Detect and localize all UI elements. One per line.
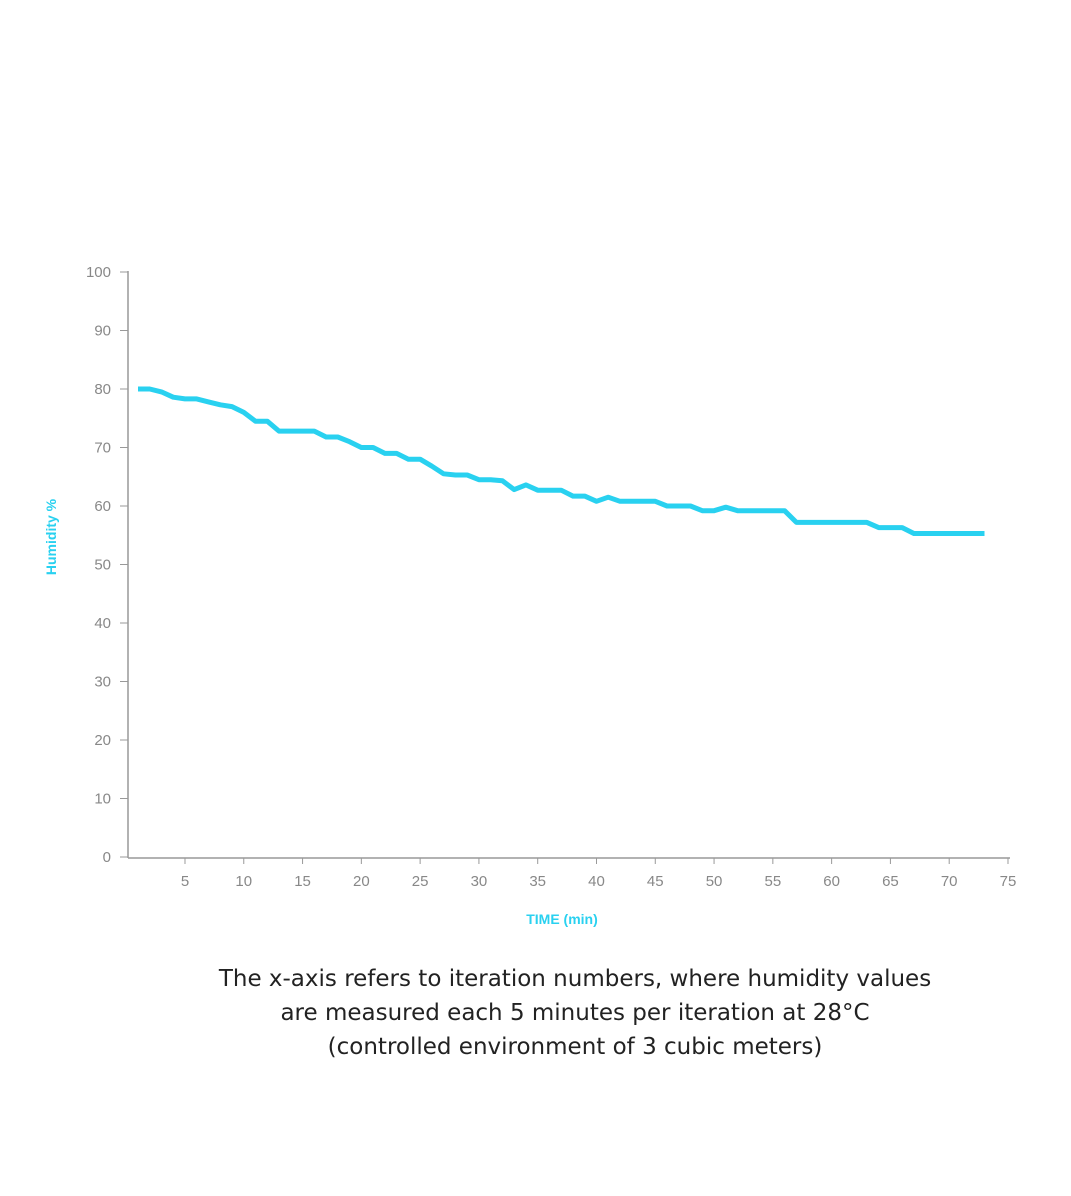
y-tick-label: 50 — [94, 557, 111, 574]
x-tick-label: 40 — [588, 873, 605, 890]
caption-line: The x-axis refers to iteration numbers, … — [218, 966, 932, 992]
chart-caption: The x-axis refers to iteration numbers, … — [0, 962, 1071, 1064]
caption-line: (controlled environment of 3 cubic meter… — [327, 1034, 823, 1060]
x-tick-label: 20 — [353, 873, 370, 890]
y-tick-label: 90 — [94, 323, 111, 340]
x-tick-label: 65 — [882, 873, 899, 890]
x-tick-label: 5 — [181, 873, 189, 890]
x-tick-label: 30 — [471, 873, 488, 890]
y-tick-label: 60 — [94, 498, 111, 515]
y-tick-label: 100 — [86, 264, 111, 281]
x-axis-label: TIME (min) — [526, 911, 598, 927]
y-tick-label: 10 — [94, 791, 111, 808]
x-tick-label: 25 — [412, 873, 429, 890]
humidity-line — [138, 386, 985, 536]
y-tick-label: 0 — [103, 849, 111, 866]
y-tick-label: 80 — [94, 381, 111, 398]
x-tick-label: 35 — [529, 873, 546, 890]
x-tick-label: 10 — [235, 873, 252, 890]
x-tick-label: 50 — [706, 873, 723, 890]
y-tick-label: 30 — [94, 674, 111, 691]
x-tick-label: 55 — [764, 873, 781, 890]
x-tick-label: 15 — [294, 873, 311, 890]
y-axis-label: Humidity % — [43, 498, 59, 575]
caption-line: are measured each 5 minutes per iteratio… — [280, 1000, 870, 1026]
y-tick-label: 20 — [94, 732, 111, 749]
x-tick-label: 45 — [647, 873, 664, 890]
y-tick-label: 70 — [94, 440, 111, 457]
x-tick-label: 75 — [1000, 873, 1017, 890]
x-tick-label: 70 — [941, 873, 958, 890]
x-tick-label: 60 — [823, 873, 840, 890]
y-tick-label: 40 — [94, 615, 111, 632]
